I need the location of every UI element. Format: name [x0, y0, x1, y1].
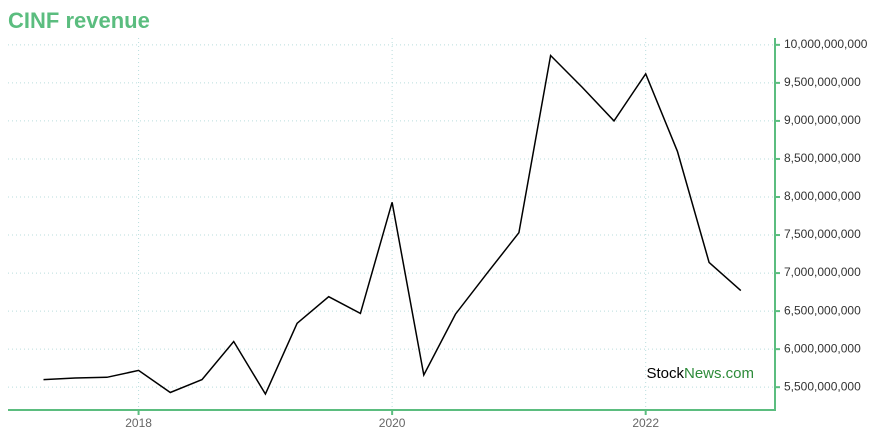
x-tick-label: 2022	[632, 416, 659, 430]
watermark-stock: Stock	[646, 365, 684, 382]
chart-title: CINF revenue	[8, 8, 150, 33]
y-tick-label: 5,500,000,000	[784, 379, 861, 393]
y-tick-label: 10,000,000,000	[784, 37, 868, 51]
watermark: StockNews.com	[646, 365, 754, 382]
y-tick-label: 8,000,000,000	[784, 189, 861, 203]
series-line	[43, 53, 742, 396]
y-tick-label: 7,000,000,000	[784, 265, 861, 279]
watermark-news: News.com	[684, 365, 754, 382]
y-tick-label: 6,500,000,000	[784, 303, 861, 317]
y-tick-label: 6,000,000,000	[784, 341, 861, 355]
y-tick-label: 9,000,000,000	[784, 113, 861, 127]
x-tick-label: 2020	[379, 416, 406, 430]
y-tick-label: 7,500,000,000	[784, 227, 861, 241]
y-tick-label: 9,500,000,000	[784, 75, 861, 89]
y-tick-label: 8,500,000,000	[784, 151, 861, 165]
x-tick-label: 2018	[125, 416, 152, 430]
